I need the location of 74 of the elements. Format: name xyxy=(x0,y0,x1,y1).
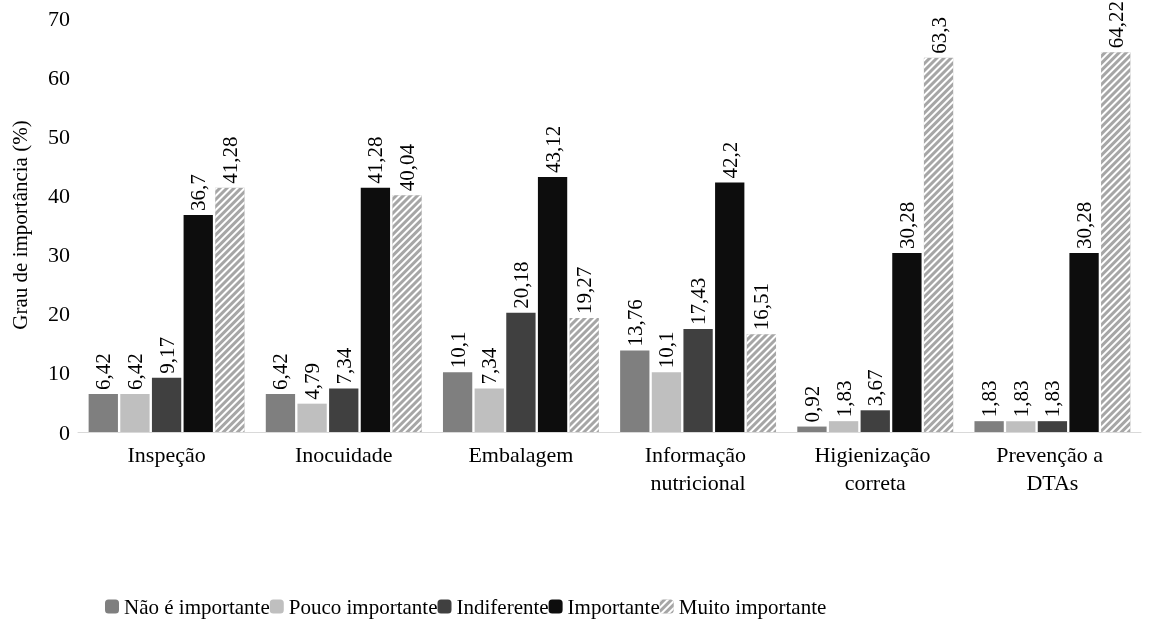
y-tick-label: 20 xyxy=(48,301,70,327)
bar xyxy=(974,421,1004,432)
bar xyxy=(828,421,859,432)
data-label: 42,2 xyxy=(717,141,742,179)
x-tick-label: Inspeção xyxy=(127,441,206,467)
data-label: 64,22 xyxy=(1103,0,1128,49)
bar xyxy=(537,176,568,432)
data-label: 17,43 xyxy=(686,277,711,325)
y-tick-label: 10 xyxy=(48,360,70,386)
bar xyxy=(297,403,327,432)
data-label: 4,79 xyxy=(300,362,325,400)
y-tick-label: 30 xyxy=(48,242,70,268)
legend-label: Pouco importante xyxy=(288,594,438,619)
data-label: 7,34 xyxy=(331,347,356,385)
data-label: 1,83 xyxy=(1040,380,1065,418)
data-label: 6,42 xyxy=(91,353,116,391)
data-label: 43,12 xyxy=(540,125,565,173)
bar xyxy=(360,187,391,432)
data-label: 20,18 xyxy=(508,261,533,309)
y-axis-title: Grau de importância (%) xyxy=(7,120,32,330)
data-label: 10,1 xyxy=(654,331,679,369)
y-tick-label: 60 xyxy=(48,64,70,90)
data-label: 3,67 xyxy=(863,369,888,407)
bar xyxy=(265,394,296,432)
bar xyxy=(474,388,504,432)
data-label: 7,34 xyxy=(477,347,502,385)
data-label: 63,3 xyxy=(926,16,951,54)
data-label: 41,28 xyxy=(217,136,242,184)
legend-label: Muito importante xyxy=(678,594,827,619)
x-tick-label: Higienização correta xyxy=(814,441,937,495)
x-tick-label: Inocuidade xyxy=(294,441,393,467)
data-label: 10,1 xyxy=(445,331,470,369)
y-tick-label: 0 xyxy=(59,419,70,445)
data-label: 36,7 xyxy=(186,174,211,211)
data-label: 6,42 xyxy=(268,353,293,391)
data-label: 0,92 xyxy=(799,385,824,423)
data-label: 1,83 xyxy=(977,380,1002,418)
bar xyxy=(1069,252,1099,432)
legend-label: Indiferente xyxy=(456,594,549,619)
bar xyxy=(151,377,182,432)
data-label: 41,28 xyxy=(363,136,388,184)
bar xyxy=(797,426,827,432)
data-label: 9,17 xyxy=(154,337,179,374)
bar xyxy=(651,372,682,432)
data-label: 1,83 xyxy=(831,380,856,418)
y-tick-label: 70 xyxy=(48,5,70,31)
bar xyxy=(183,214,213,432)
y-tick-label: 50 xyxy=(48,123,70,149)
bar xyxy=(442,372,473,432)
y-tick-label: 40 xyxy=(48,182,70,208)
x-tick-label: Prevenção a DTAs xyxy=(996,441,1109,495)
bar xyxy=(1037,421,1068,432)
data-label: 30,28 xyxy=(894,201,919,249)
data-label: 19,27 xyxy=(572,266,597,315)
bar xyxy=(506,312,536,432)
data-label: 13,76 xyxy=(622,299,647,347)
bar xyxy=(892,252,922,432)
legend-label: Importante xyxy=(567,594,660,619)
x-tick-label: Informação nutricional xyxy=(644,441,752,495)
bar xyxy=(329,388,359,432)
data-label: 1,83 xyxy=(1008,380,1033,418)
x-tick-label: Embalagem xyxy=(468,441,574,467)
bar xyxy=(88,394,118,432)
bar xyxy=(860,410,890,432)
bar xyxy=(1006,421,1036,432)
bar xyxy=(620,350,650,432)
data-label: 30,28 xyxy=(1072,201,1097,249)
bar xyxy=(715,182,745,432)
legend-label: Não é importante xyxy=(124,594,270,619)
bar xyxy=(120,394,150,432)
data-label: 6,42 xyxy=(122,353,147,391)
data-label: 16,51 xyxy=(749,283,774,331)
data-label: 40,04 xyxy=(395,143,420,192)
bar xyxy=(683,328,713,432)
